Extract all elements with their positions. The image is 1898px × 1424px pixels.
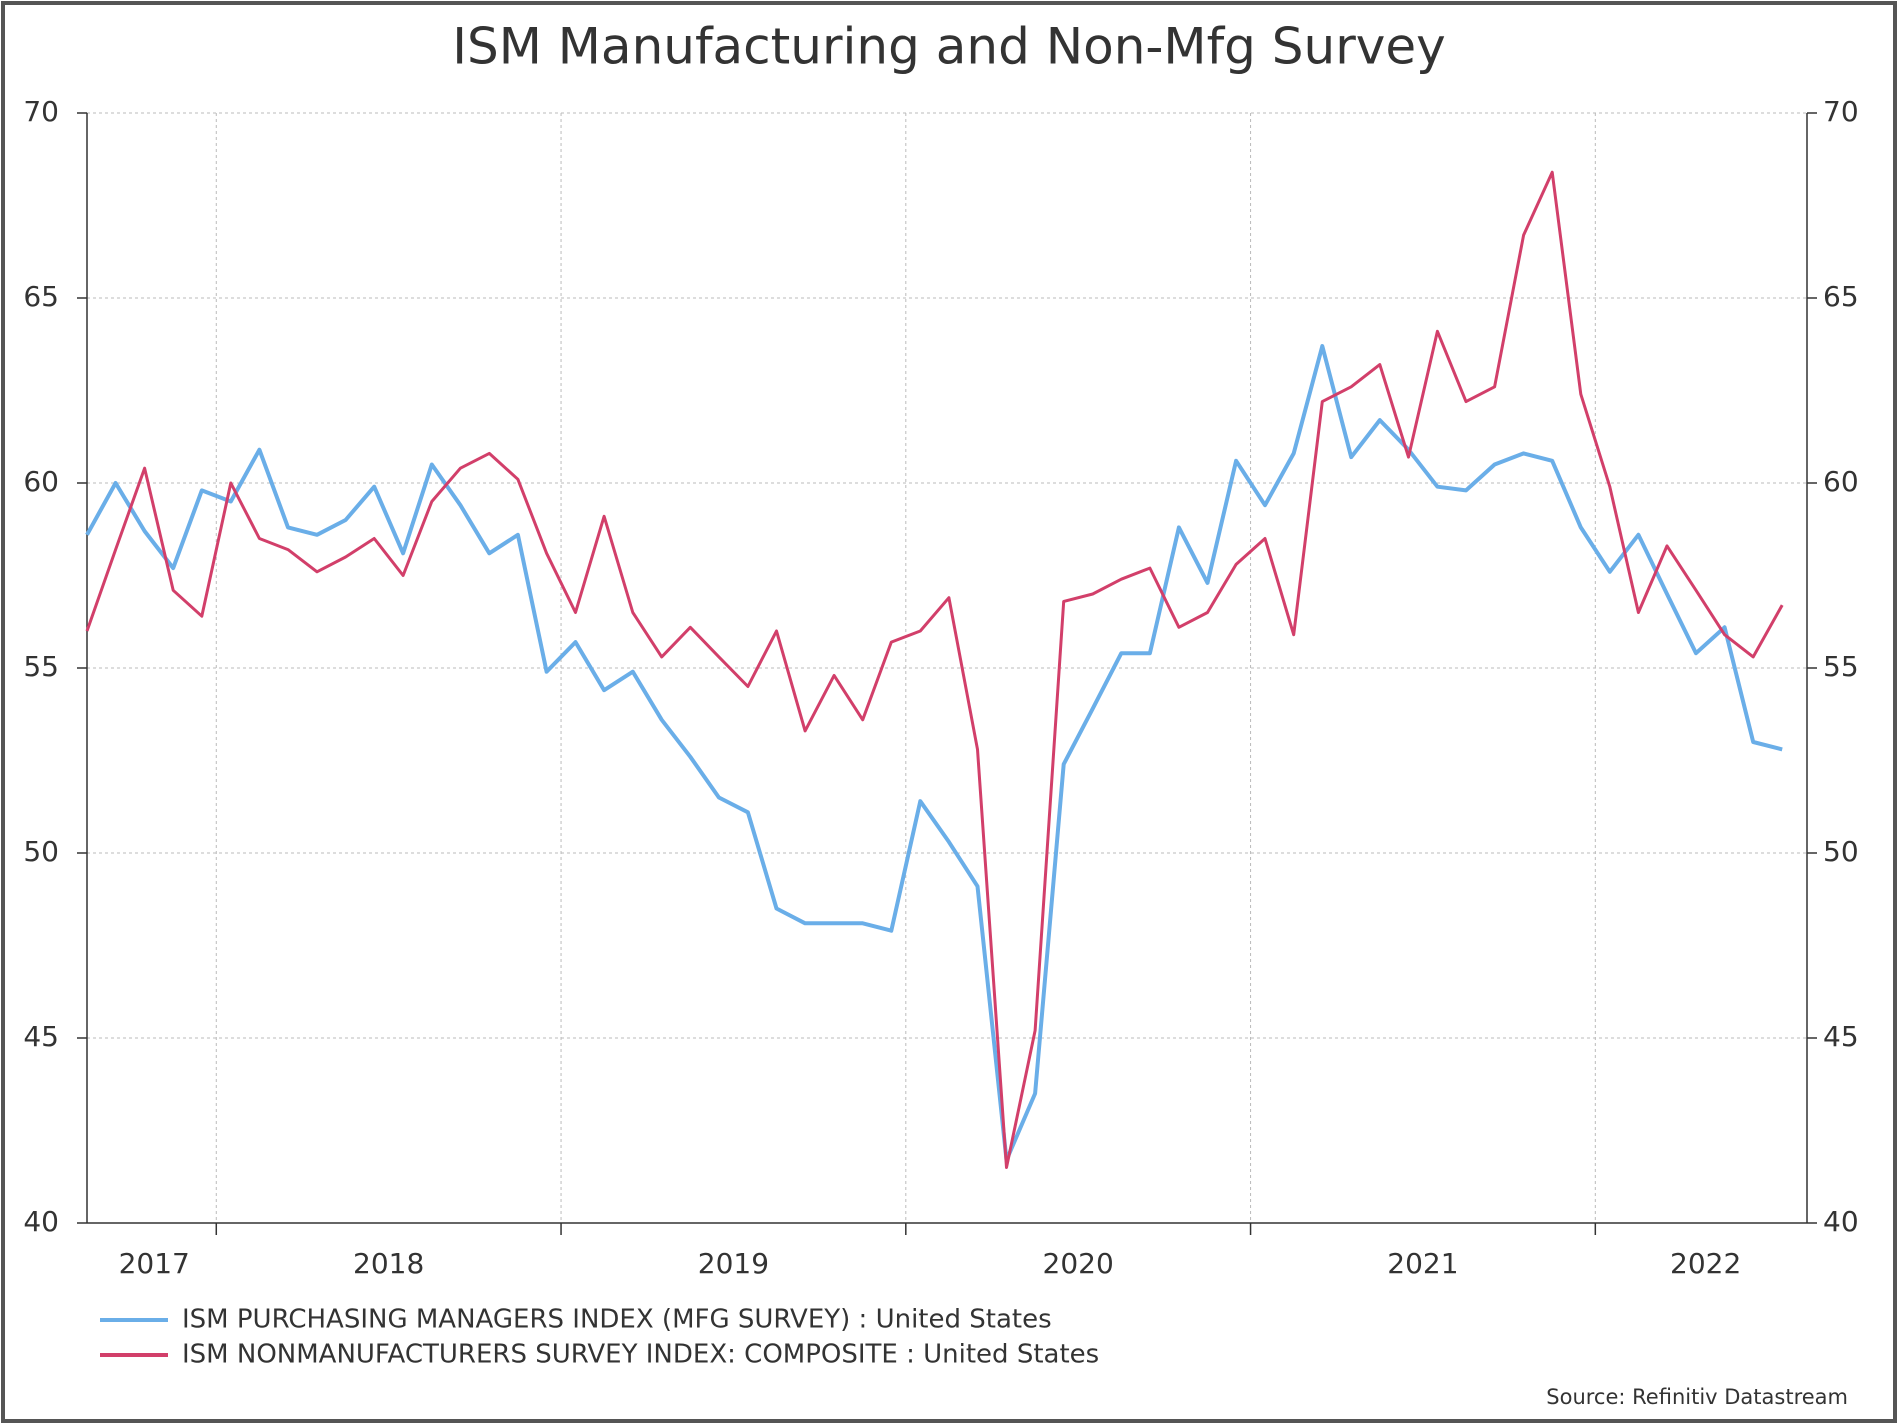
y2-tick-label: 65 bbox=[1823, 280, 1859, 313]
y2-tick-label: 70 bbox=[1823, 95, 1859, 128]
y-tick-label: 50 bbox=[23, 835, 59, 868]
y2-tick-label: 45 bbox=[1823, 1020, 1859, 1053]
y-tick-label: 70 bbox=[23, 95, 59, 128]
y2-tick-label: 55 bbox=[1823, 650, 1859, 683]
x-tick-label: 2017 bbox=[119, 1247, 190, 1280]
x-tick-label: 2020 bbox=[1043, 1247, 1114, 1280]
source-note: Source: Refinitiv Datastream bbox=[1546, 1385, 1848, 1409]
x-tick-label: 2018 bbox=[353, 1247, 424, 1280]
x-tick-label: 2022 bbox=[1670, 1247, 1741, 1280]
y2-tick-label: 50 bbox=[1823, 835, 1859, 868]
y-tick-label: 60 bbox=[23, 465, 59, 498]
chart-title: ISM Manufacturing and Non-Mfg Survey bbox=[452, 18, 1445, 76]
legend-label: ISM NONMANUFACTURERS SURVEY INDEX: COMPO… bbox=[182, 1340, 1099, 1370]
x-tick-label: 2019 bbox=[698, 1247, 769, 1280]
legend-label: ISM PURCHASING MANAGERS INDEX (MFG SURVE… bbox=[182, 1305, 1052, 1335]
series-line bbox=[85, 170, 1784, 1169]
y-tick-label: 40 bbox=[23, 1205, 59, 1238]
y-tick-label: 65 bbox=[23, 280, 59, 313]
y2-tick-label: 60 bbox=[1823, 465, 1859, 498]
x-tick-label: 2021 bbox=[1387, 1247, 1458, 1280]
series-line bbox=[85, 344, 1783, 1163]
y-tick-label: 45 bbox=[23, 1020, 59, 1053]
y-tick-label: 55 bbox=[23, 650, 59, 683]
y2-tick-label: 40 bbox=[1823, 1205, 1859, 1238]
